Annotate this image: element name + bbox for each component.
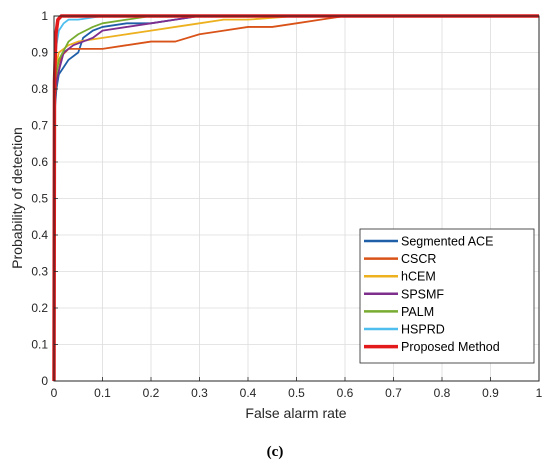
legend: Segmented ACE CSCR hCEM SPSMF PALM HSPRD Propo… [359,228,535,364]
x-tick-label: 0.5 [288,386,305,400]
legend-label-segmented-ace: Segmented ACE [401,235,493,249]
x-tick-label: 0.4 [240,386,257,400]
x-tick-label: 0.1 [94,386,111,400]
x-tick-label: 0 [51,386,58,400]
legend-label-hcem: hCEM [401,270,436,284]
legend-label-spsmf: SPSMF [401,287,444,301]
series-line-spsmf [53,15,539,382]
x-tick-label: 0.8 [434,386,451,400]
x-tick-label: 0.6 [337,386,354,400]
x-axis-label: False alarm rate [245,405,346,421]
y-axis-label: Probability of detection [9,127,25,269]
x-tick-label: 0.9 [482,386,499,400]
legend-label-hsprd: HSPRD [401,323,445,337]
x-tick-label: 0.7 [385,386,402,400]
tick-labels: 0 0.1 0.2 0.3 0.4 0.5 0.6 0.7 0.8 0.9 1 0 0.1 0.2 0.3 0… [31,9,542,400]
y-tick-label: 0.1 [31,338,48,352]
y-tick-label: 0.3 [31,265,48,279]
y-tick-label: 0.8 [31,82,48,96]
y-tick-label: 0.9 [31,46,48,60]
legend-label-palm: PALM [401,305,434,319]
x-tick-label: 1 [536,386,543,400]
y-tick-label: 0.4 [31,228,48,242]
y-tick-label: 0 [41,374,48,388]
series-line-hcem [53,15,539,382]
legend-label-cscr: CSCR [401,252,436,266]
series-line-palm [53,15,539,382]
figure-caption: (c) [267,444,284,460]
y-tick-label: 0.5 [31,192,48,206]
y-tick-label: 0.2 [31,301,48,315]
x-tick-label: 0.3 [191,386,208,400]
legend-label-proposed-method: Proposed Method [401,340,500,354]
y-tick-label: 0.7 [31,119,48,133]
y-tick-label: 0.6 [31,155,48,169]
x-tick-label: 0.2 [143,386,160,400]
legend-box [359,228,535,364]
y-tick-label: 1 [41,9,48,23]
